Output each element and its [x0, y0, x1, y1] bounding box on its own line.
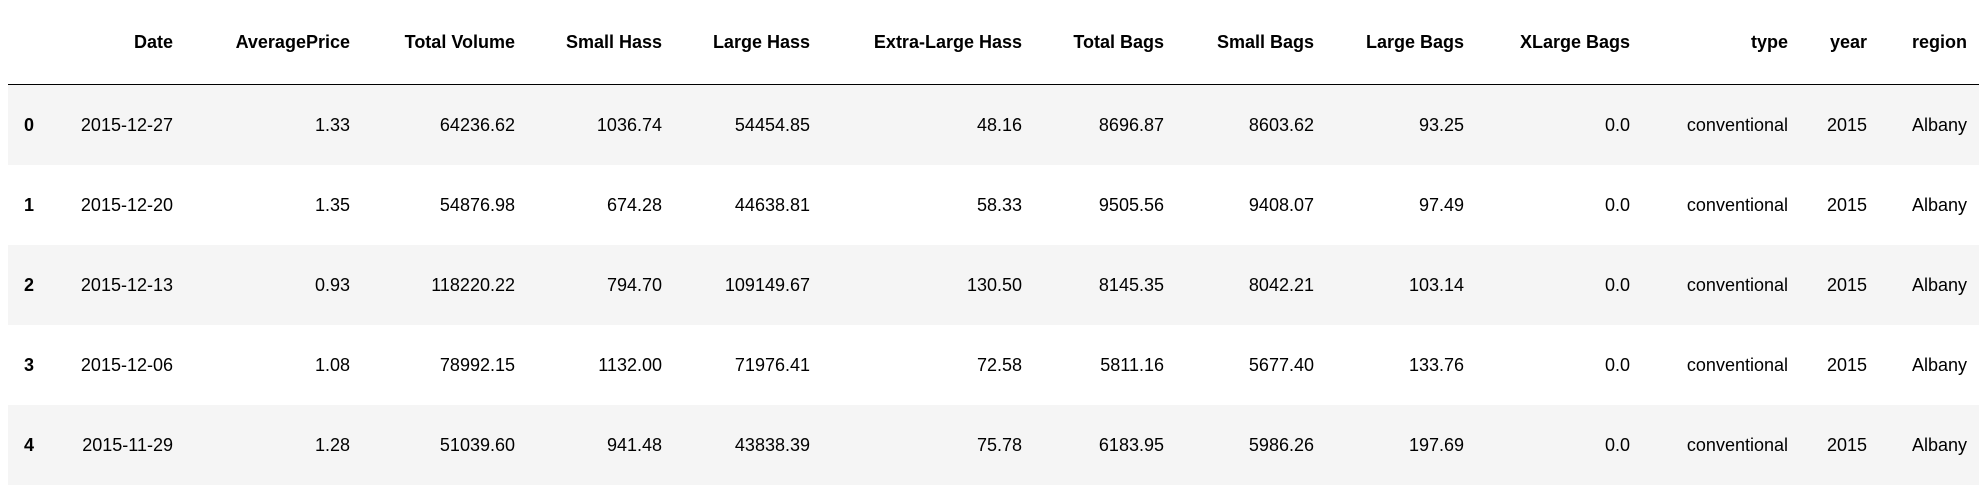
table-cell: conventional	[1686, 435, 1788, 455]
table-cell: 48.16	[976, 115, 1022, 135]
column-header: Extra-Large Hass	[822, 0, 1034, 85]
table-cell: 0.0	[1604, 275, 1630, 295]
table-cell: 0.0	[1604, 115, 1630, 135]
table-cell: Albany	[1911, 195, 1967, 215]
table-cell: 118220.22	[431, 275, 515, 295]
table-row: 2 2015-12-13 0.93 118220.22 794.70 109149.67 1…	[8, 245, 1979, 325]
row-index: 3	[24, 355, 35, 375]
table-cell: 0.0	[1604, 435, 1630, 455]
table-cell: 71976.41	[734, 355, 810, 375]
header-row: Date AveragePrice Total Volume Small Hass La…	[8, 0, 1979, 85]
table-cell: 43838.39	[734, 435, 810, 455]
table-cell: 9408.07	[1248, 195, 1314, 215]
table-cell: conventional	[1686, 195, 1788, 215]
row-index: 1	[24, 195, 35, 215]
dataframe-table: Date AveragePrice Total Volume Small Hass La…	[8, 0, 1979, 485]
table-body: 0 2015-12-27 1.33 64236.62 1036.74 54454.85 48…	[8, 84, 1979, 485]
column-header: XLarge Bags	[1476, 0, 1642, 85]
column-header: Date	[58, 0, 185, 85]
table-cell: conventional	[1686, 275, 1788, 295]
table-cell: 1.35	[314, 195, 350, 215]
table-cell: 1.33	[314, 115, 350, 135]
column-header: Large Hass	[674, 0, 822, 85]
table-cell: 8603.62	[1248, 115, 1314, 135]
column-header: year	[1800, 0, 1879, 85]
table-cell: 9505.56	[1098, 195, 1164, 215]
table-cell: 2015	[1826, 275, 1867, 295]
table-cell: Albany	[1911, 435, 1967, 455]
table-cell: 2015-12-06	[80, 355, 173, 375]
index-header	[8, 0, 58, 85]
table-cell: conventional	[1686, 115, 1788, 135]
table-cell: 5811.16	[1100, 355, 1164, 375]
table-header: Date AveragePrice Total Volume Small Hass La…	[8, 0, 1979, 85]
table-cell: 2015	[1826, 195, 1867, 215]
table-cell: 44638.81	[734, 195, 810, 215]
column-header: AveragePrice	[185, 0, 362, 85]
table-cell: 2015-12-27	[80, 115, 173, 135]
row-index: 4	[24, 435, 35, 455]
table-cell: 794.70	[606, 275, 662, 295]
table-cell: 78992.15	[439, 355, 515, 375]
table-cell: 93.25	[1418, 115, 1464, 135]
table-cell: conventional	[1686, 355, 1788, 375]
table-cell: 941.48	[606, 435, 662, 455]
column-header: type	[1642, 0, 1800, 85]
table-cell: 1036.74	[596, 115, 662, 135]
table-row: 3 2015-12-06 1.08 78992.15 1132.00 71976.41 72…	[8, 325, 1979, 405]
table-cell: 5986.26	[1248, 435, 1314, 455]
table-cell: Albany	[1911, 355, 1967, 375]
table-cell: 1.08	[314, 355, 350, 375]
table-cell: 1.28	[314, 435, 350, 455]
table-cell: 8145.35	[1098, 275, 1164, 295]
table-cell: 133.76	[1408, 355, 1464, 375]
table-cell: 2015	[1826, 355, 1867, 375]
table-cell: 109149.67	[724, 275, 810, 295]
column-header: Total Bags	[1034, 0, 1176, 85]
column-header: Small Hass	[527, 0, 674, 85]
table-cell: 674.28	[606, 195, 662, 215]
table-cell: 2015-12-13	[80, 275, 173, 295]
table-row: 4 2015-11-29 1.28 51039.60 941.48 43838.39 75.…	[8, 405, 1979, 485]
table-cell: Albany	[1911, 115, 1967, 135]
table-cell: 5677.40	[1248, 355, 1314, 375]
table-cell: 0.93	[314, 275, 350, 295]
table-cell: 0.0	[1604, 195, 1630, 215]
table-cell: 64236.62	[439, 115, 515, 135]
column-header: Total Volume	[362, 0, 527, 85]
table-cell: 0.0	[1604, 355, 1630, 375]
table-cell: 54876.98	[439, 195, 515, 215]
table-cell: 197.69	[1408, 435, 1464, 455]
table-cell: 130.50	[966, 275, 1022, 295]
table-cell: 2015	[1826, 435, 1867, 455]
table-cell: 72.58	[976, 355, 1022, 375]
table-cell: 75.78	[976, 435, 1022, 455]
table-cell: 51039.60	[439, 435, 515, 455]
table-cell: 8042.21	[1248, 275, 1314, 295]
table-cell: 58.33	[976, 195, 1022, 215]
table-cell: 103.14	[1408, 275, 1464, 295]
column-header: Large Bags	[1326, 0, 1476, 85]
row-index: 0	[24, 115, 35, 135]
table-cell: 2015-12-20	[80, 195, 173, 215]
table-cell: 2015-11-29	[82, 435, 173, 455]
table-row: 1 2015-12-20 1.35 54876.98 674.28 44638.81 58.…	[8, 165, 1979, 245]
row-index: 2	[24, 275, 35, 295]
table-cell: 97.49	[1418, 195, 1464, 215]
table-row: 0 2015-12-27 1.33 64236.62 1036.74 54454.85 48…	[8, 84, 1979, 165]
table-cell: Albany	[1911, 275, 1967, 295]
table-cell: 8696.87	[1098, 115, 1164, 135]
table-cell: 2015	[1826, 115, 1867, 135]
table-cell: 54454.85	[734, 115, 810, 135]
column-header: Small Bags	[1176, 0, 1326, 85]
column-header: region	[1879, 0, 1979, 85]
table-cell: 6183.95	[1098, 435, 1164, 455]
table-cell: 1132.00	[598, 355, 662, 375]
